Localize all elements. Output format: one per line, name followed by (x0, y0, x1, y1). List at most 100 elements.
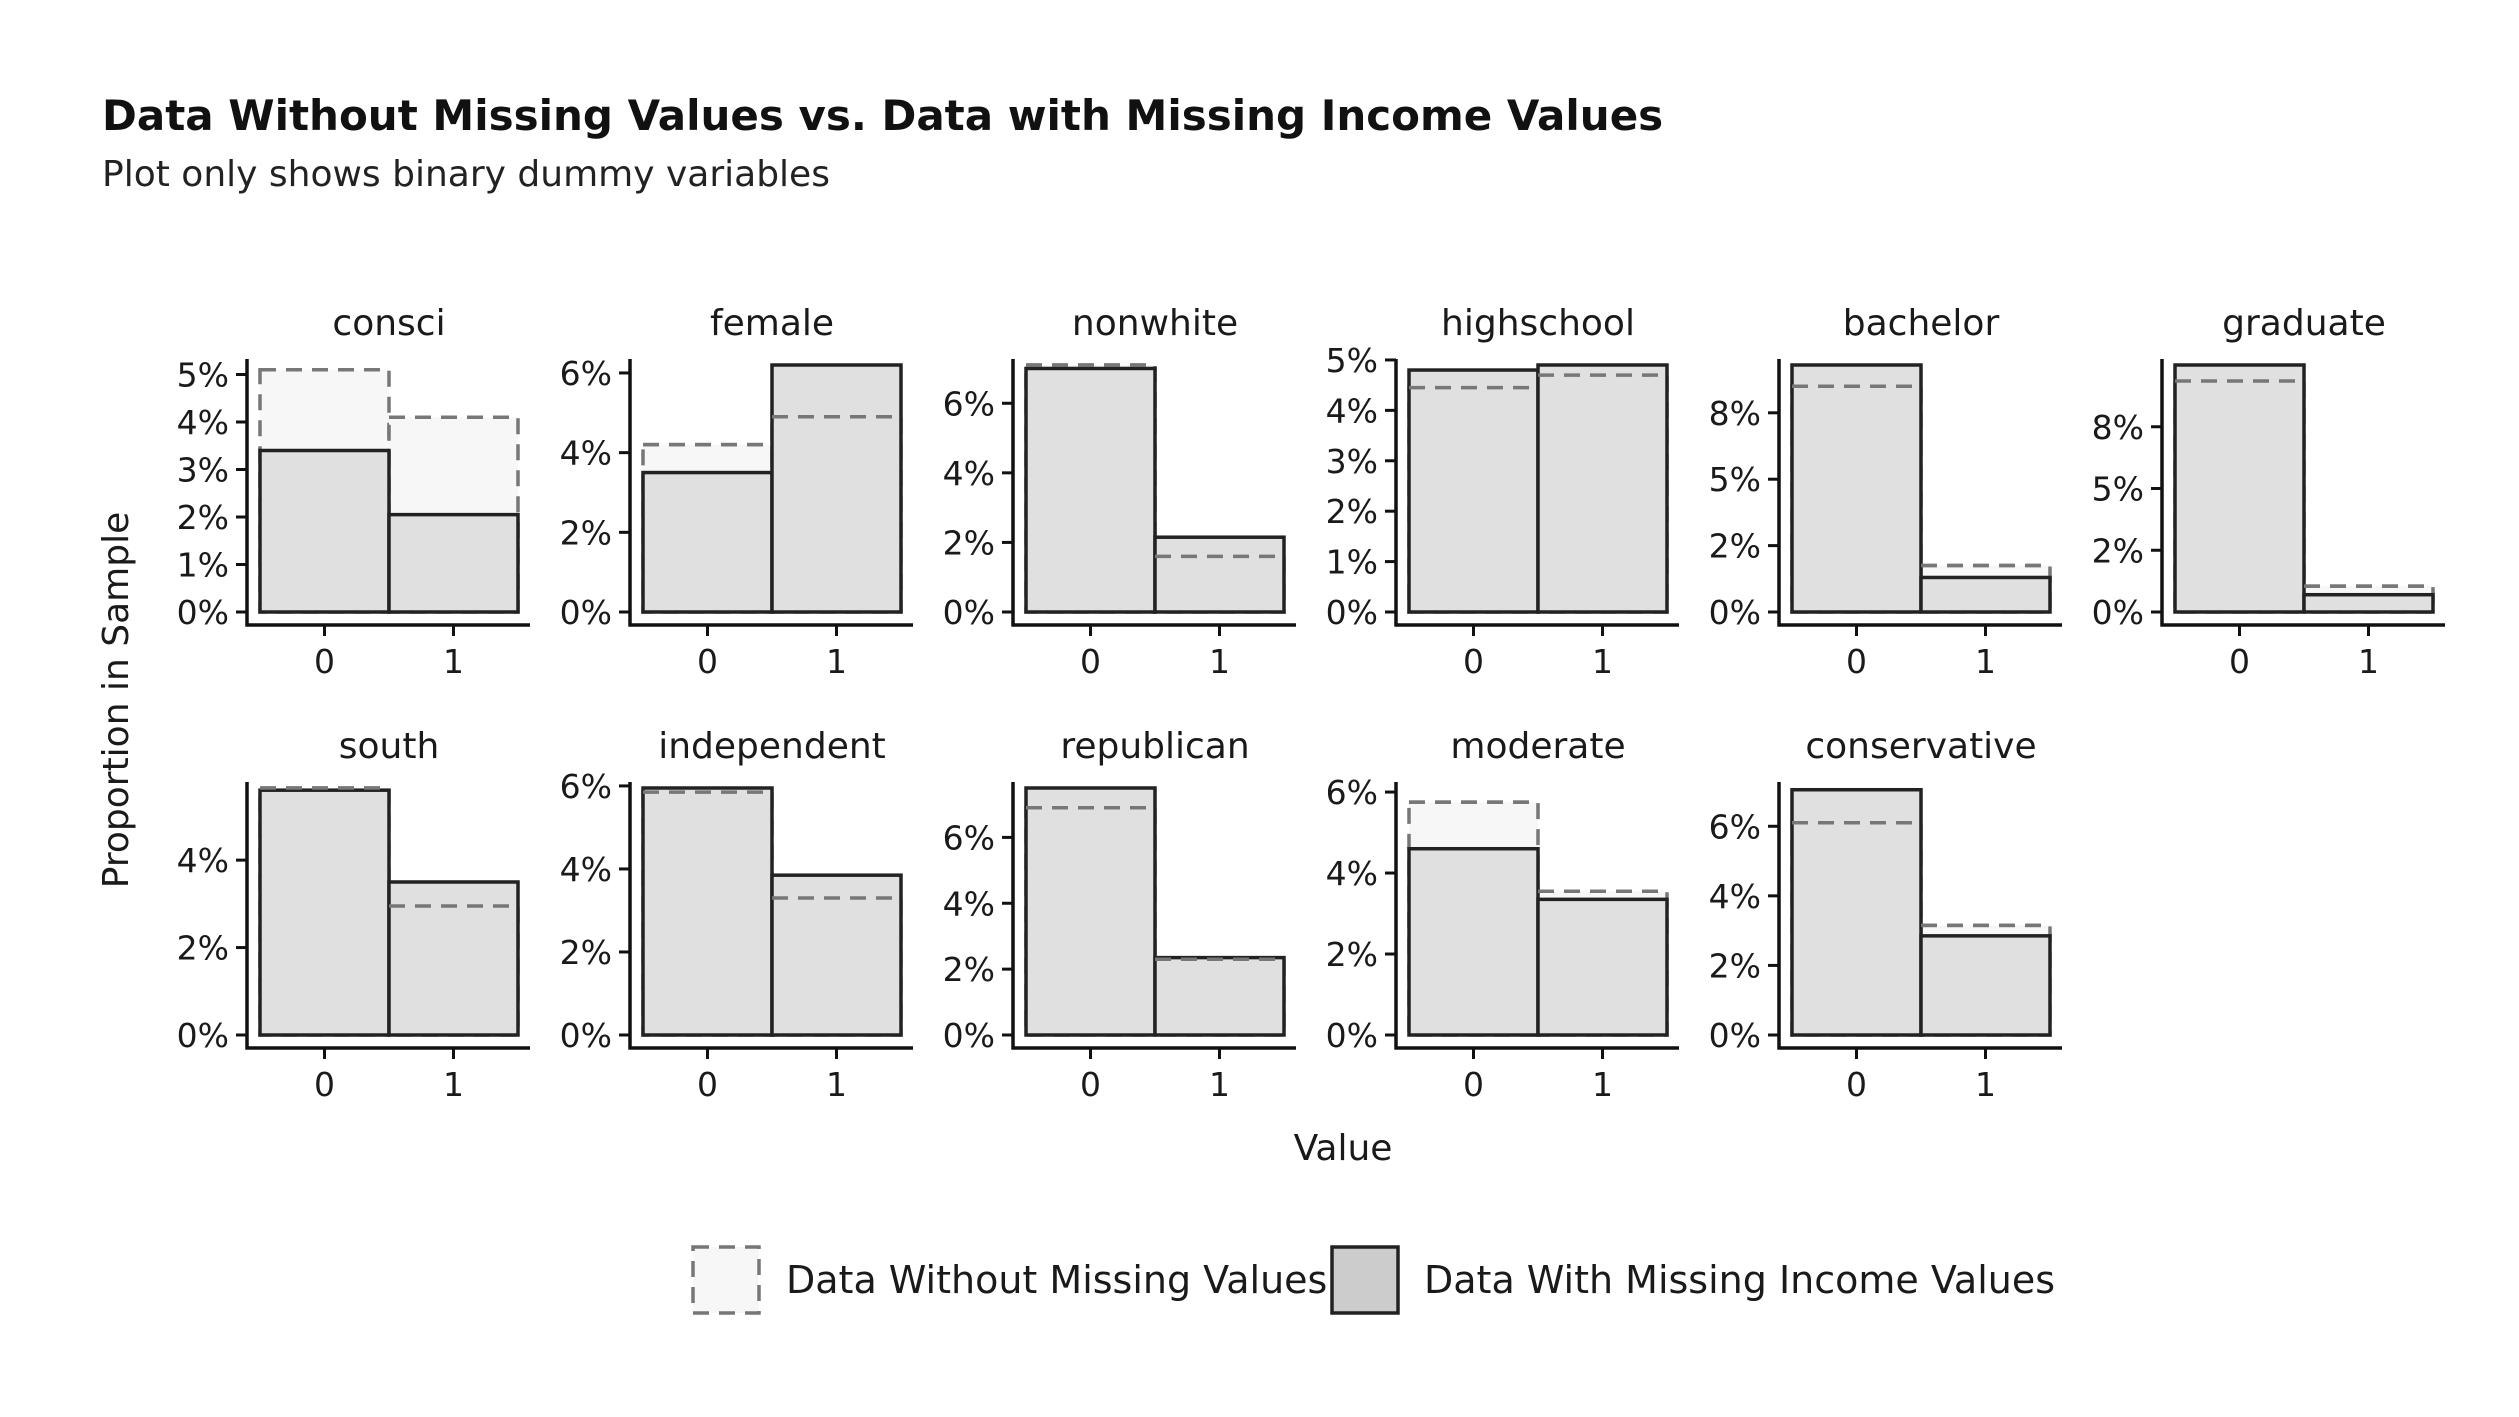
panel-nonwhite: nonwhite 0% 2% 4% 6% 0 1 (943, 303, 1296, 681)
y-tick-label: 6% (560, 354, 612, 393)
legend: Data Without Missing Values Data With Mi… (691, 1245, 2055, 1315)
y-tick-label: 4% (177, 403, 229, 442)
y-tick-label: 0% (560, 1016, 612, 1055)
panel-highschool: highschool 0% 1% 2% 3% 4% 5% 0 1 (1326, 303, 1679, 681)
y-tick-label: 2% (177, 498, 229, 537)
y-tick-label: 2% (943, 523, 995, 562)
panel-title: republican (1060, 726, 1249, 767)
x-tick-label: 1 (1975, 1065, 1996, 1104)
y-tick-label: 0% (1326, 593, 1378, 632)
legend-label-with-missing: Data With Missing Income Values (1424, 1258, 2055, 1302)
y-tick-label: 8% (1709, 394, 1761, 433)
x-tick-label: 1 (826, 1065, 847, 1104)
y-tick-label: 6% (1326, 773, 1378, 812)
bar-with-missing (1153, 535, 1286, 614)
bar-with-missing (1536, 363, 1669, 614)
x-tick-label: 0 (697, 642, 718, 681)
y-tick-label: 0% (560, 593, 612, 632)
x-tick-label: 1 (1209, 642, 1230, 681)
bar-with-missing (1024, 786, 1157, 1037)
panel-title: independent (658, 726, 886, 767)
x-tick-label: 1 (1975, 642, 1996, 681)
y-tick-label: 5% (2092, 470, 2144, 509)
y-tick-label: 6% (943, 384, 995, 423)
bar-with-missing (387, 512, 520, 614)
bar-with-missing (1790, 363, 1923, 614)
y-tick-label: 2% (1326, 935, 1378, 974)
bar-with-missing (1024, 366, 1157, 614)
x-tick-label: 1 (1592, 1065, 1613, 1104)
y-tick-label: 2% (1709, 946, 1761, 985)
bar-with-missing (1536, 897, 1669, 1037)
x-tick-label: 0 (1846, 642, 1867, 681)
y-tick-label: 4% (1709, 877, 1761, 916)
x-tick-label: 1 (443, 1065, 464, 1104)
y-tick-label: 0% (943, 593, 995, 632)
bar-with-missing (1153, 955, 1286, 1037)
bar-with-missing (1407, 846, 1540, 1037)
panel-female: female 0% 2% 4% 6% 0 1 (560, 303, 913, 681)
panel-title: conservative (1805, 726, 2036, 767)
y-tick-label: 6% (560, 767, 612, 806)
x-tick-label: 1 (443, 642, 464, 681)
panel-title: south (339, 726, 440, 767)
y-tick-label: 4% (177, 841, 229, 880)
y-tick-label: 3% (1326, 442, 1378, 481)
y-tick-label: 4% (1326, 854, 1378, 893)
y-tick-label: 2% (2092, 531, 2144, 570)
y-tick-label: 5% (1326, 341, 1378, 380)
x-tick-label: 0 (1463, 642, 1484, 681)
bar-with-missing (770, 363, 903, 614)
y-tick-label: 4% (943, 454, 995, 493)
y-tick-label: 2% (1709, 527, 1761, 566)
panel-independent: independent 0% 2% 4% 6% 0 1 (560, 726, 913, 1104)
x-tick-label: 0 (2229, 642, 2250, 681)
x-tick-label: 0 (1846, 1065, 1867, 1104)
y-tick-label: 4% (943, 884, 995, 923)
panel-bachelor: bachelor 0% 2% 5% 8% 0 1 (1709, 303, 2062, 681)
legend-key-with-missing (1330, 1245, 1400, 1315)
y-tick-label: 4% (560, 850, 612, 889)
bar-with-missing (2302, 592, 2435, 614)
y-tick-label: 2% (560, 513, 612, 552)
y-tick-label: 2% (943, 950, 995, 989)
panel-graduate: graduate 0% 2% 5% 8% 0 1 (2092, 303, 2445, 681)
panel-title: graduate (2222, 303, 2386, 344)
legend-label-without-missing: Data Without Missing Values (786, 1258, 1327, 1302)
panel-moderate: moderate 0% 2% 4% 6% 0 1 (1326, 726, 1679, 1104)
panel-title: nonwhite (1072, 303, 1238, 344)
y-tick-label: 0% (943, 1016, 995, 1055)
panel-republican: republican 0% 2% 4% 6% 0 1 (943, 726, 1296, 1104)
panel-title: highschool (1441, 303, 1635, 344)
bar-with-missing (258, 448, 391, 614)
bar-with-missing (641, 786, 774, 1037)
y-tick-label: 4% (1326, 391, 1378, 430)
panel-south: south 0% 2% 4% 0 1 (177, 726, 530, 1104)
y-tick-label: 0% (1709, 1016, 1761, 1055)
y-tick-label: 2% (560, 933, 612, 972)
bar-with-missing (770, 873, 903, 1037)
x-tick-label: 0 (314, 1065, 335, 1104)
x-tick-label: 1 (2358, 642, 2379, 681)
bar-with-missing (258, 788, 391, 1037)
panel-title: moderate (1450, 726, 1625, 767)
bar-with-missing (1919, 934, 2052, 1037)
chart-title: Data Without Missing Values vs. Data wit… (102, 91, 1663, 140)
y-tick-label: 0% (1709, 593, 1761, 632)
y-tick-label: 2% (177, 929, 229, 968)
y-tick-label: 5% (1709, 460, 1761, 499)
y-tick-label: 5% (177, 356, 229, 395)
bar-with-missing (1407, 368, 1540, 614)
y-tick-label: 1% (177, 546, 229, 585)
y-tick-label: 0% (2092, 593, 2144, 632)
x-axis-title: Value (1294, 1128, 1393, 1169)
bar-with-missing (1919, 575, 2052, 614)
y-tick-label: 0% (177, 1016, 229, 1055)
bar-with-missing (2173, 363, 2306, 614)
legend-key-without-missing (691, 1245, 761, 1315)
y-tick-label: 4% (560, 434, 612, 473)
y-tick-label: 1% (1326, 543, 1378, 582)
x-tick-label: 1 (1592, 642, 1613, 681)
